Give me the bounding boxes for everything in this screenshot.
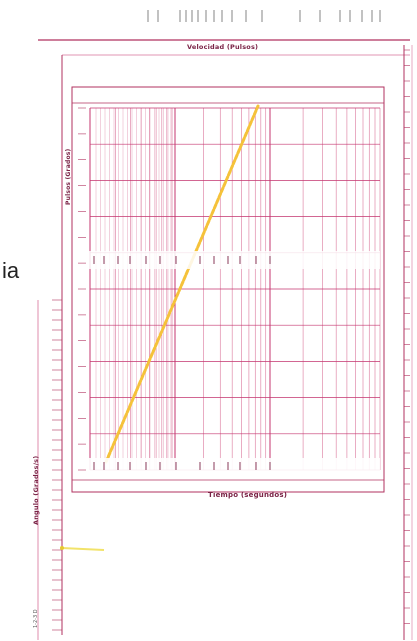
left-margin-note: 1-2-3 D	[33, 609, 39, 628]
chart-box	[71, 86, 385, 493]
top-axis-label: Velocidad (Pulsos)	[187, 43, 259, 51]
side-text-fragment: ia	[2, 258, 20, 283]
trace-path	[104, 104, 260, 464]
marker-line	[61, 547, 105, 551]
left-axis-label: Angulo (Grados/s)	[32, 455, 40, 525]
strip-tick-labels	[93, 256, 271, 470]
mid-label-strip	[86, 251, 380, 269]
trace-line	[104, 104, 260, 464]
bottom-axis-label: Tiempo (segundos)	[208, 491, 288, 499]
inner-axis-label: Pulsos (Grados)	[65, 148, 72, 205]
grid-lines	[89, 107, 381, 471]
marker-dot	[60, 546, 64, 550]
tick-marks	[52, 10, 410, 631]
